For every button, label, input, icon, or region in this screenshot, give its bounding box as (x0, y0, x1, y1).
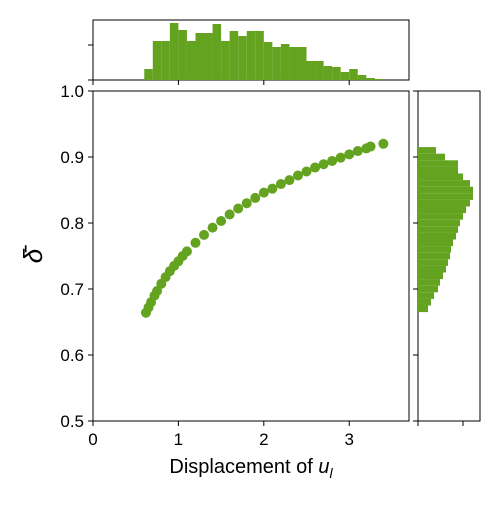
histogram-bar (418, 199, 470, 207)
main-axes-frame (92, 90, 410, 422)
histogram-bar (418, 180, 470, 187)
scatter-point (284, 175, 295, 186)
histogram-bar (418, 193, 473, 200)
histogram-bar (332, 67, 341, 80)
x-tick-label: 1 (174, 430, 183, 449)
y-tick-label: 1.0 (60, 82, 84, 101)
y-axis-label: δ̄ (18, 245, 48, 263)
scatter-point (224, 209, 235, 220)
histogram-bar (418, 305, 428, 313)
scatter-point (258, 187, 269, 198)
histogram-bar (255, 31, 264, 80)
scatter-point (292, 170, 303, 181)
histogram-bar (418, 272, 443, 280)
histogram-bar (418, 206, 466, 214)
scatter-point (327, 155, 338, 166)
scatter-point (181, 246, 192, 257)
histogram-bar (418, 285, 438, 293)
x-axis-label: Displacement of ul (169, 456, 333, 481)
y-tick-label: 0.7 (60, 280, 84, 299)
scatter-point (216, 216, 227, 227)
scatter-point (190, 237, 201, 248)
scatter-point (267, 183, 278, 194)
histogram-bar (246, 31, 256, 80)
y-tick-label: 0.6 (60, 346, 84, 365)
histogram-bar (418, 226, 458, 233)
scatter-point (310, 162, 321, 173)
scatter-point (318, 159, 329, 170)
histogram-bar (418, 239, 453, 247)
histogram-bar (418, 265, 446, 273)
histogram-bar (229, 31, 239, 80)
scatter-point (275, 179, 286, 190)
histogram-bar (418, 292, 434, 299)
histogram-bar (238, 36, 247, 80)
histogram-bar (340, 72, 350, 80)
histogram-bar (178, 30, 187, 80)
y-tick-label: 0.8 (60, 214, 84, 233)
scatter-point (207, 222, 218, 233)
histogram-bar (204, 33, 213, 80)
histogram-bar (315, 61, 324, 80)
histogram-bar (374, 79, 384, 80)
histogram-bar (289, 47, 298, 80)
histogram-bar (349, 69, 358, 80)
histogram-bar (263, 42, 273, 80)
x-tick-label: 3 (344, 430, 353, 449)
scatter-point (301, 166, 312, 177)
histogram-bar (418, 298, 431, 306)
histogram-bar (323, 66, 333, 80)
histogram-bar (418, 219, 460, 227)
histogram-bar (144, 69, 153, 80)
histogram-bar (212, 24, 222, 80)
scatter-point (365, 141, 376, 152)
histogram-bar (418, 160, 458, 167)
histogram-bar (418, 232, 456, 240)
histogram-bar (186, 41, 196, 80)
scatter-point (233, 203, 244, 214)
scatter-point (241, 198, 252, 209)
histogram-bar (357, 75, 367, 80)
histogram-bar (418, 186, 473, 194)
y-tick-label: 0.5 (60, 412, 84, 431)
histogram-bar (272, 47, 281, 80)
histogram-bar (418, 166, 458, 174)
histogram-bar (152, 41, 162, 80)
scatter-point (335, 152, 346, 163)
histogram-bar (418, 246, 451, 253)
x-label-var: u (318, 456, 329, 478)
histogram-bar (161, 41, 170, 80)
histogram-bar (418, 279, 440, 286)
histogram-bar (306, 61, 316, 80)
histogram-bar (195, 33, 205, 80)
scatter-point (352, 146, 363, 157)
scatter-point (378, 138, 389, 149)
histogram-bar (418, 259, 448, 266)
histogram-bar (418, 252, 450, 260)
histogram-bar (418, 153, 445, 161)
histogram-bar (221, 41, 230, 80)
histogram-bar (280, 44, 290, 80)
histogram-bar (418, 173, 463, 181)
scatter-point (199, 229, 210, 240)
histogram-bar (169, 23, 179, 80)
x-label-sub: l (329, 465, 333, 481)
scatter-point (152, 285, 163, 296)
x-label-text: Displacement of (169, 456, 318, 478)
histogram-bar (366, 78, 375, 80)
histogram-bar (418, 147, 436, 154)
scatter-point (250, 192, 261, 203)
x-tick-label: 2 (259, 430, 268, 449)
y-tick-label: 0.9 (60, 148, 84, 167)
scatter-point (344, 149, 355, 160)
histogram-bar (418, 213, 463, 220)
histogram-bar (297, 47, 307, 80)
x-tick-label: 0 (88, 430, 97, 449)
